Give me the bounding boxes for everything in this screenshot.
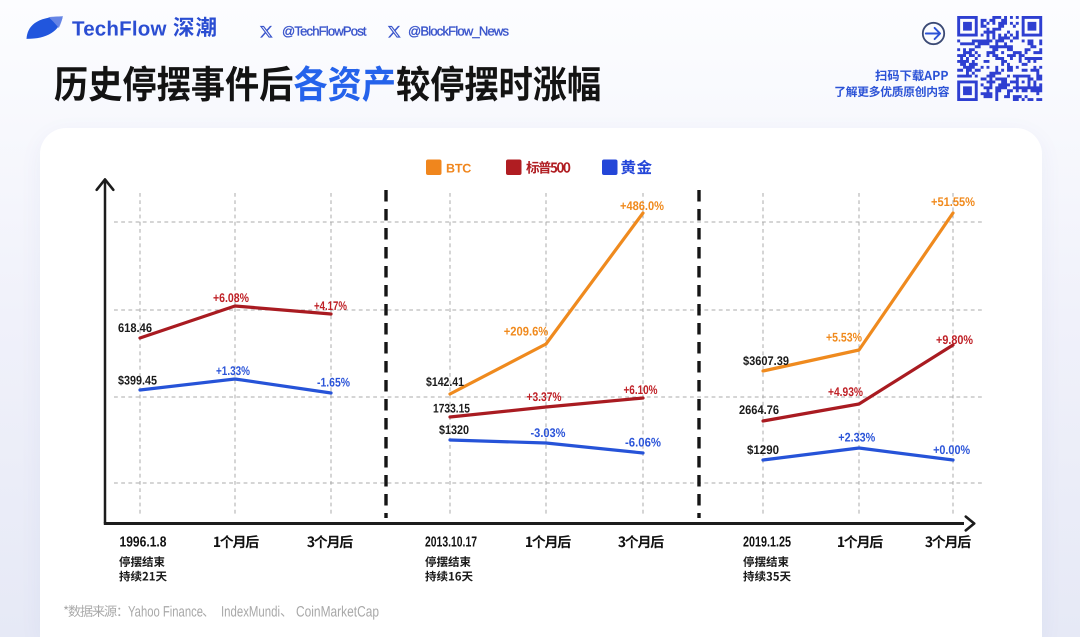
svg-text:+3.37%: +3.37% [527,390,562,404]
svg-text:$142.41: $142.41 [426,375,464,389]
svg-text:+6.08%: +6.08% [213,291,249,305]
svg-text:TechFlow: TechFlow [72,18,167,41]
svg-text:+209.6%: +209.6% [504,325,549,339]
svg-text:-1.65%: -1.65% [317,376,350,390]
svg-text:$1320: $1320 [439,423,469,437]
svg-text:+51.55%: +51.55% [931,195,975,209]
svg-text:+1.33%: +1.33% [216,364,250,378]
svg-text:$3607.39: $3607.39 [743,354,789,368]
svg-text:2664.76: 2664.76 [739,403,779,417]
svg-text:+0.00%: +0.00% [933,443,970,457]
svg-text:+6.10%: +6.10% [624,383,658,397]
svg-text:IndexMundi: IndexMundi [221,604,280,621]
svg-text:+486.0%: +486.0% [620,199,664,213]
svg-text:$1290: $1290 [747,443,779,457]
svg-text:2013.10.17: 2013.10.17 [425,535,477,551]
svg-text:+4.17%: +4.17% [314,299,347,313]
svg-text:-6.06%: -6.06% [625,436,661,450]
svg-text:+9.80%: +9.80% [936,333,973,347]
svg-text:+4.93%: +4.93% [828,385,863,399]
svg-text:618.46: 618.46 [118,321,152,335]
svg-text:2019.1.25: 2019.1.25 [743,535,791,551]
svg-text:$399.45: $399.45 [118,374,157,388]
svg-text:+5.53%: +5.53% [826,331,862,345]
svg-text:Yahoo Finance: Yahoo Finance [128,604,203,621]
svg-text:1733.15: 1733.15 [433,402,470,416]
svg-text:@TechFlowPost: @TechFlowPost [282,24,367,39]
svg-text:BTC: BTC [446,162,471,176]
svg-text:-3.03%: -3.03% [531,426,566,440]
svg-text:@BlockFlow_News: @BlockFlow_News [408,24,509,39]
svg-text:CoinMarketCap: CoinMarketCap [296,604,379,621]
svg-text:+2.33%: +2.33% [838,431,875,445]
svg-text:1996.1.8: 1996.1.8 [120,535,167,551]
